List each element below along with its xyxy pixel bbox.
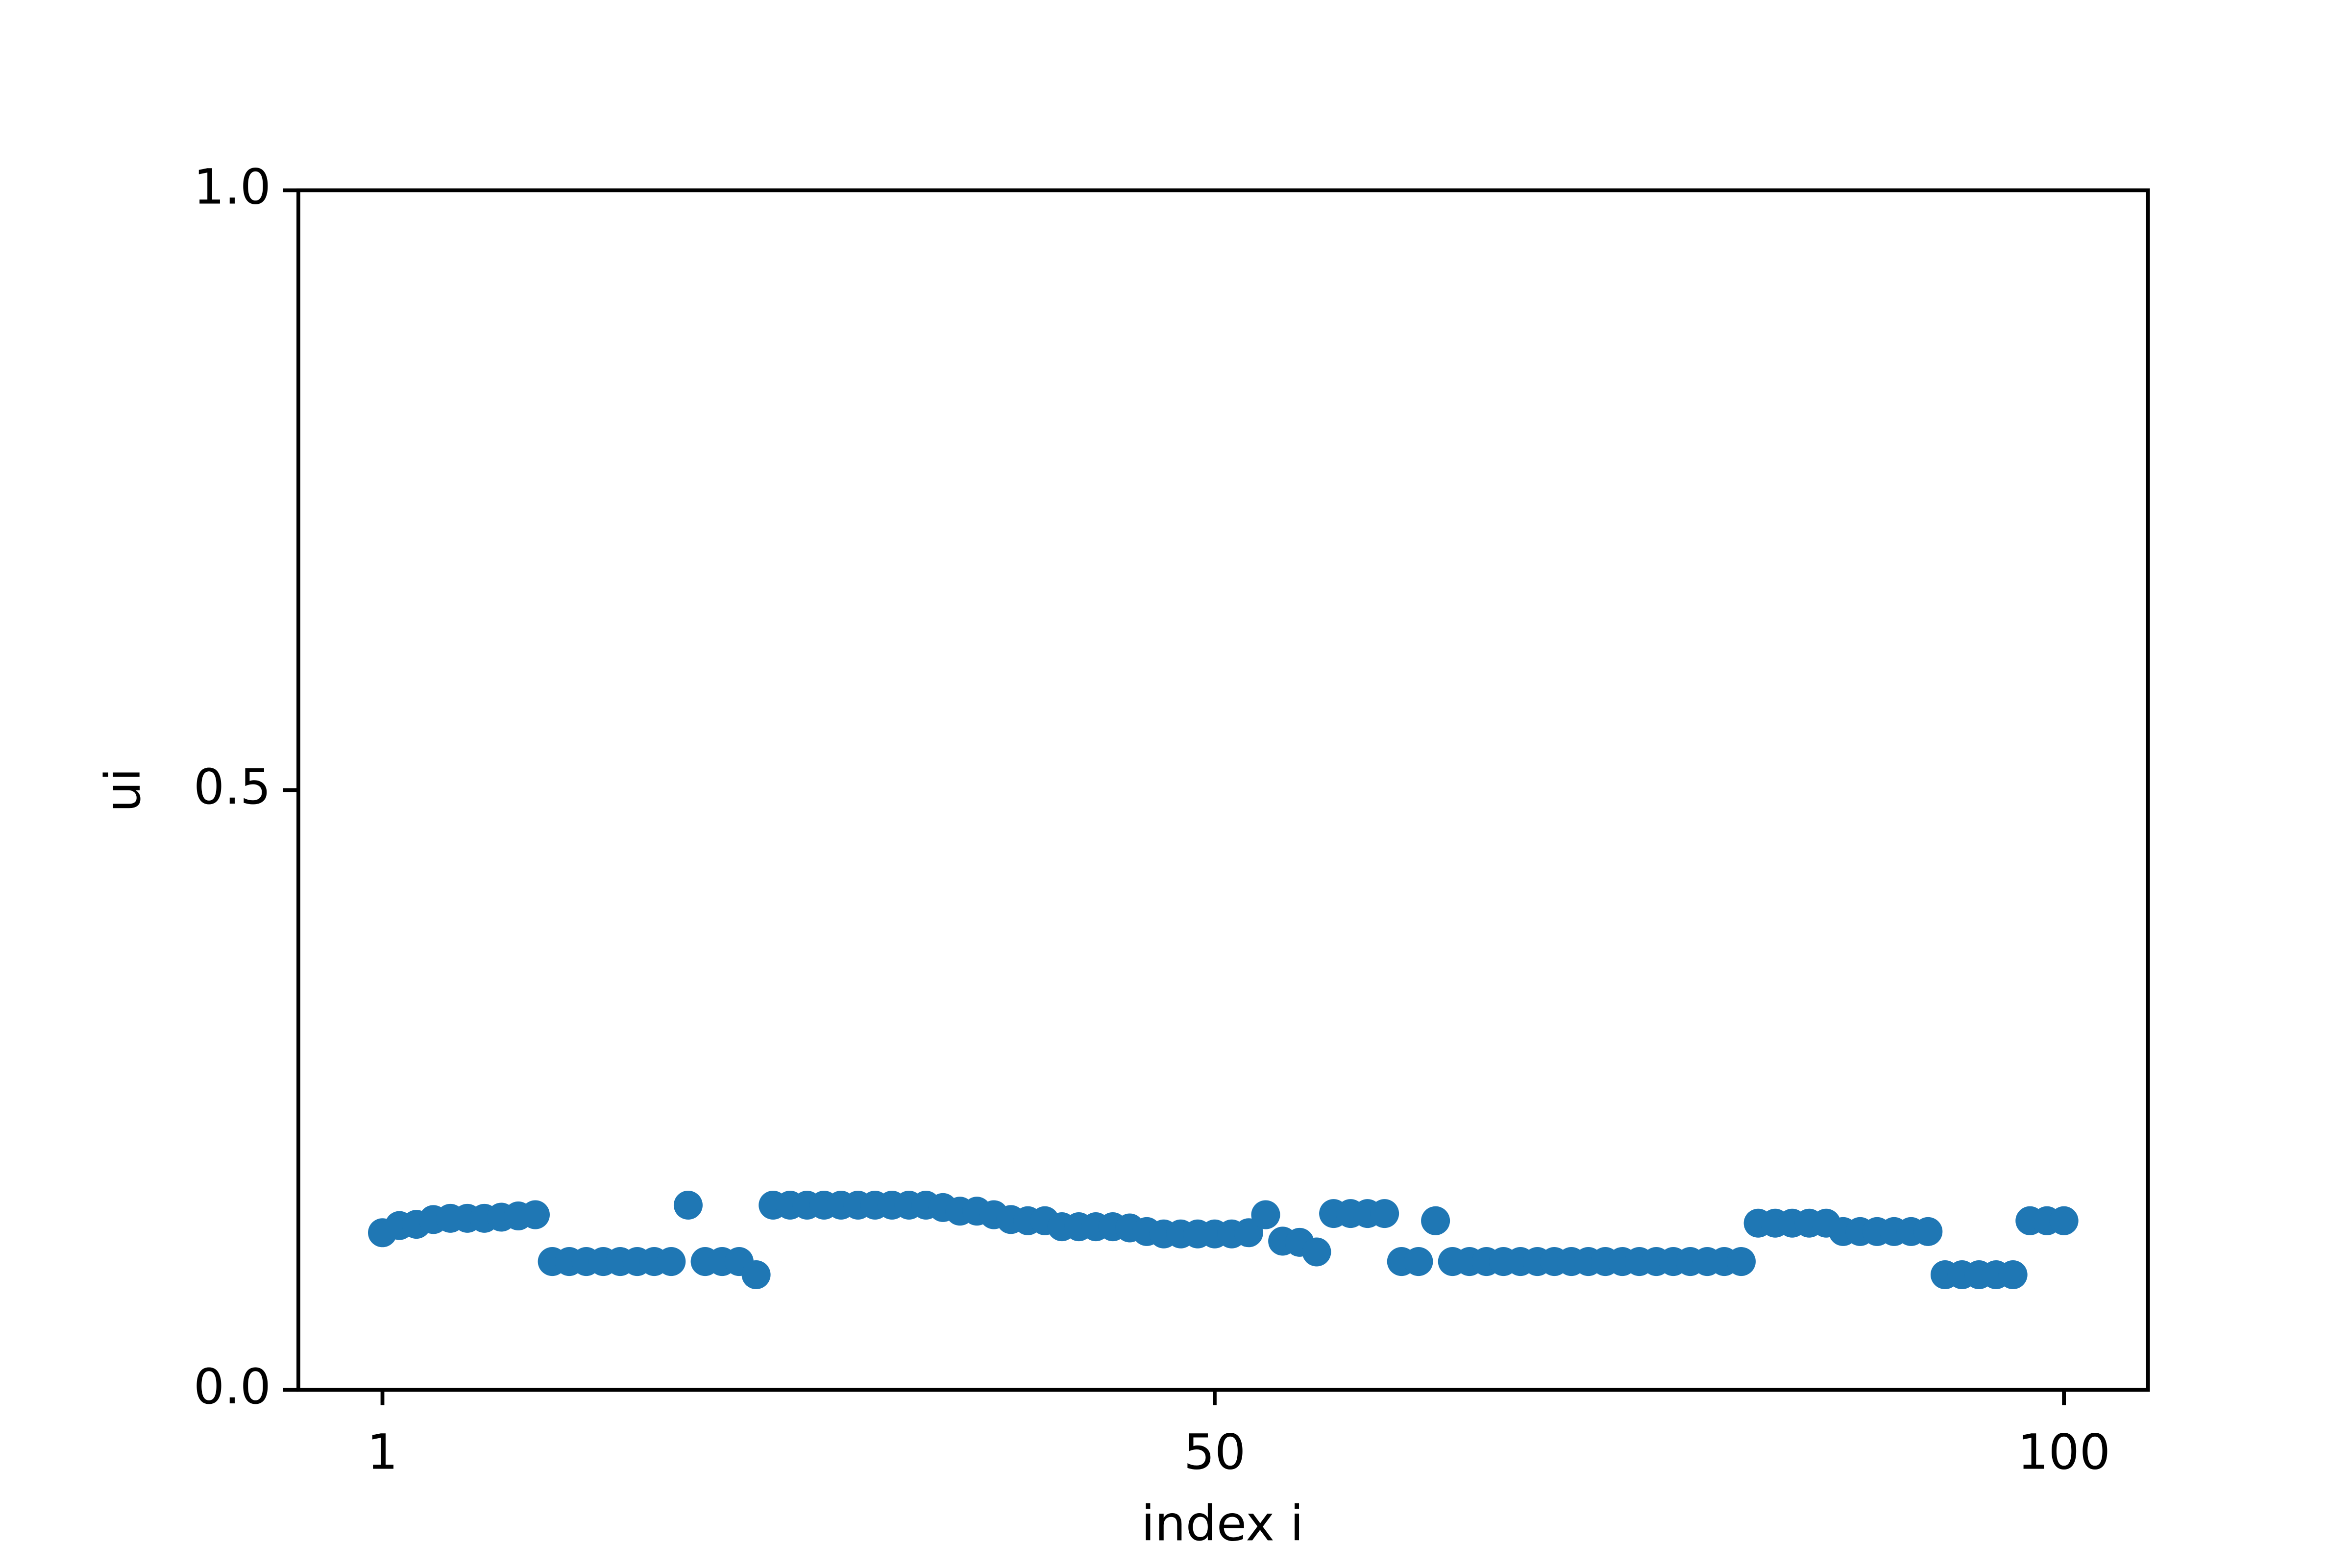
scatter-point: [673, 1190, 703, 1220]
scatter-point: [1727, 1247, 1756, 1276]
y-tick-label: 1.0: [194, 159, 271, 216]
scatter-point: [2049, 1206, 2079, 1235]
x-tick-label: 50: [1184, 1424, 1246, 1480]
scatter-point: [1998, 1260, 2028, 1289]
scatter-point: [657, 1247, 686, 1276]
y-tick-label: 0.0: [194, 1359, 271, 1415]
plot-frame: [296, 188, 2150, 1392]
scatter-point: [1302, 1237, 1331, 1267]
scatter-point: [1251, 1200, 1280, 1229]
scatter-point: [1913, 1217, 1943, 1246]
y-axis-label: ui: [95, 768, 151, 812]
x-axis-label: index i: [1141, 1495, 1303, 1552]
scatter-point: [1421, 1206, 1450, 1235]
y-tick-label: 0.5: [194, 759, 271, 815]
scatter-point: [1370, 1199, 1399, 1228]
x-tick-label: 100: [2017, 1424, 2110, 1480]
x-tick-label: 1: [367, 1424, 398, 1480]
scatter-point: [520, 1200, 550, 1229]
scatter-point: [1404, 1247, 1433, 1276]
scatter-point: [1234, 1218, 1263, 1248]
scatter-point: [741, 1260, 771, 1289]
